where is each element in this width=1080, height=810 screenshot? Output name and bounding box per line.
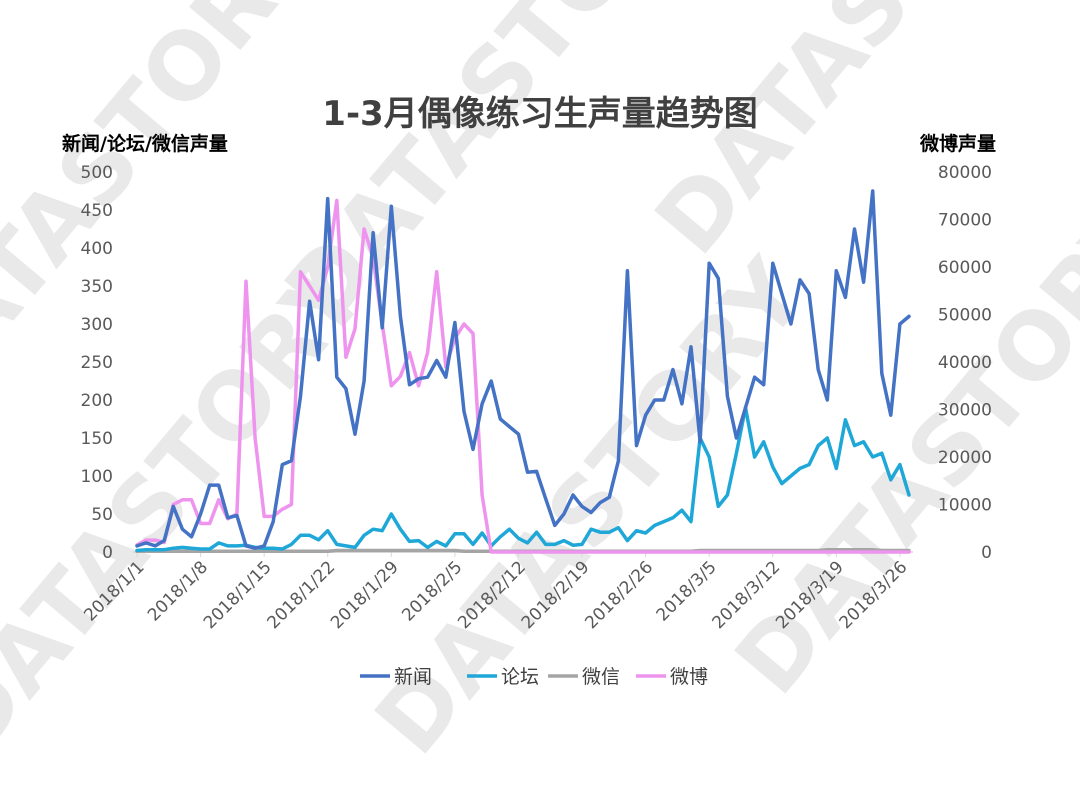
right-tick-label: 30000	[938, 401, 992, 421]
left-axis-ticks: 0 50 100 150 200 250 300 350 400 450 500	[81, 163, 113, 563]
legend-label: 新闻	[394, 666, 432, 688]
x-tick-label: 2018/1/15	[200, 557, 276, 633]
series-line-0	[135, 189, 911, 550]
series-line-3	[135, 198, 911, 554]
legend-label: 微博	[670, 666, 708, 688]
right-tick-label: 70000	[938, 211, 992, 231]
watermark-text: DATASTORY	[355, 239, 828, 774]
right-tick-label: 20000	[938, 448, 992, 468]
right-tick-label: 0	[981, 543, 992, 563]
left-tick-label: 50	[91, 505, 113, 525]
x-tick-label: 2018/1/29	[327, 557, 403, 633]
legend: 新闻 论坛 微信 微博	[360, 666, 708, 688]
left-tick-label: 400	[81, 239, 113, 259]
series-lines	[135, 189, 911, 554]
right-tick-label: 80000	[938, 163, 992, 183]
right-tick-label: 10000	[938, 496, 992, 516]
x-tick-label: 2018/1/22	[263, 557, 339, 633]
left-axis-title: 新闻/论坛/微信声量	[62, 132, 228, 155]
series-line-1	[135, 405, 911, 553]
x-tick-label: 2018/3/5	[653, 557, 721, 625]
right-tick-label: 50000	[938, 306, 992, 326]
right-axis-title: 微博声量	[919, 132, 996, 155]
left-tick-label: 0	[102, 543, 113, 563]
right-tick-label: 40000	[938, 353, 992, 373]
chart-title: 1-3月偶像练习生声量趋势图	[322, 94, 757, 134]
right-axis-ticks: 0 10000 20000 30000 40000 50000 60000 70000 8000…	[938, 163, 992, 563]
left-tick-label: 500	[81, 163, 113, 183]
left-tick-label: 450	[81, 201, 113, 221]
legend-label: 微信	[582, 666, 620, 688]
left-tick-label: 100	[81, 467, 113, 487]
left-tick-label: 150	[81, 429, 113, 449]
left-tick-label: 300	[81, 315, 113, 335]
watermark-text: DATASTORY	[635, 0, 1080, 274]
left-tick-label: 350	[81, 277, 113, 297]
legend-label: 论坛	[501, 666, 539, 688]
left-tick-label: 200	[81, 391, 113, 411]
right-tick-label: 60000	[938, 258, 992, 278]
left-tick-label: 250	[81, 353, 113, 373]
watermark-text: DATASTORY	[715, 179, 1080, 714]
